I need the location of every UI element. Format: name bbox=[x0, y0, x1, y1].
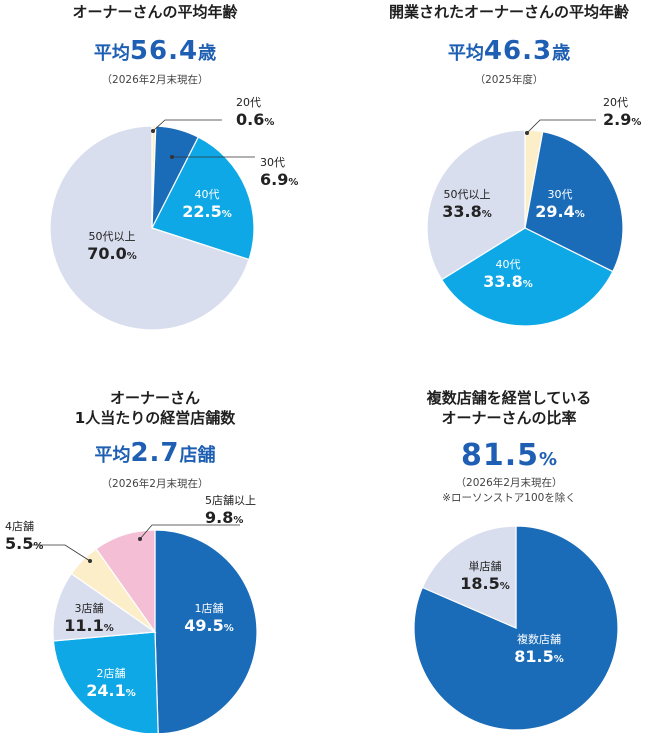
headline-suffix: 歳 bbox=[552, 43, 571, 64]
slice-value: 49.5% bbox=[184, 616, 234, 635]
headline-prefix: 平均 bbox=[93, 43, 130, 64]
slice-label: 40代 bbox=[195, 188, 220, 201]
headline-prefix: 平均 bbox=[94, 445, 131, 466]
chart-note: （2025年度） bbox=[474, 74, 544, 86]
chart-headline: 平均2.7店舗 bbox=[0, 438, 310, 468]
slice-label: 2店舗 bbox=[97, 666, 126, 680]
slice-label: 40代 bbox=[496, 258, 521, 271]
slice-label: 30代 bbox=[260, 156, 285, 169]
pie-slice bbox=[95, 529, 156, 634]
pie-slice bbox=[421, 525, 517, 629]
slice-value: 0.6% bbox=[236, 110, 274, 129]
leader-line bbox=[139, 524, 240, 540]
leader-line bbox=[526, 119, 596, 134]
pie-slice bbox=[524, 130, 624, 273]
slice-value: 18.5% bbox=[460, 574, 510, 593]
slice-label: 4店舗 bbox=[5, 519, 34, 533]
leader-line bbox=[152, 119, 222, 132]
leader-dot bbox=[138, 537, 142, 541]
chart-note: （2026年2月末現在） bbox=[101, 74, 209, 86]
pie-slice bbox=[413, 525, 619, 731]
pie-slice bbox=[154, 529, 258, 733]
pie-slice bbox=[49, 125, 250, 331]
chart-title: 開業されたオーナーさんの平均年齢 bbox=[388, 3, 629, 21]
slice-label: 30代 bbox=[548, 188, 573, 201]
chart-note: （2026年2月末現在） bbox=[101, 478, 209, 490]
slice-value: 6.9% bbox=[260, 170, 298, 189]
slice-value: 24.1% bbox=[86, 681, 136, 700]
headline-value: 81.5 bbox=[460, 438, 539, 473]
chart-panel-new-owner-age: 開業されたオーナーさんの平均年齢 平均46.3歳 （2025年度） bbox=[354, 0, 664, 360]
leader-dot bbox=[88, 559, 92, 563]
chart-headline: 平均56.4歳 bbox=[0, 36, 310, 66]
slice-value: 22.5% bbox=[182, 202, 232, 221]
slice-label: 1店舗 bbox=[195, 601, 224, 615]
headline-value: 56.4 bbox=[129, 36, 199, 66]
slice-value: 81.5% bbox=[514, 647, 564, 666]
headline-prefix: 平均 bbox=[447, 43, 484, 64]
slice-label: 5店舗以上 bbox=[205, 493, 256, 507]
slice-value: 29.4% bbox=[535, 202, 585, 221]
leader-dot bbox=[525, 131, 529, 135]
chart-panel-stores-per-owner: オーナーさん 1人当たりの経営店舗数 平均2.7店舗 （2026年2月末現在） bbox=[0, 368, 310, 733]
chart-title: オーナーさんの平均年齢 bbox=[72, 3, 238, 21]
headline-suffix: 歳 bbox=[198, 43, 217, 64]
slice-label: 複数店舗 bbox=[517, 632, 561, 646]
headline-value: 2.7 bbox=[130, 438, 180, 468]
slice-value: 5.5% bbox=[5, 534, 43, 553]
leader-line bbox=[30, 544, 91, 562]
chart-panel-owner-age: オーナーさんの平均年齢 平均56.4歳 （2026年2月末現在） bbox=[0, 0, 310, 360]
chart-panel-multi-store-ratio: 複数店舗を経営している オーナーさんの比率 81.5% （2026年2月末現在）… bbox=[354, 368, 664, 733]
pie-slice bbox=[151, 136, 255, 261]
pie-slice bbox=[52, 572, 157, 642]
slice-label: 50代以上 bbox=[444, 188, 491, 201]
leader-dot bbox=[170, 155, 174, 159]
pie-slice bbox=[52, 631, 159, 733]
slice-label: 20代 bbox=[236, 96, 261, 109]
headline-value: 46.3 bbox=[483, 36, 553, 66]
slice-label: 単店舗 bbox=[469, 559, 502, 573]
chart-title: 複数店舗を経営している オーナーさんの比率 bbox=[426, 389, 592, 427]
slice-value: 9.8% bbox=[205, 508, 243, 527]
headline-suffix: 店舗 bbox=[179, 445, 216, 466]
slice-value: 70.0% bbox=[87, 244, 137, 263]
slice-value: 11.1% bbox=[64, 616, 114, 635]
slice-label: 20代 bbox=[603, 96, 628, 109]
pie-slice bbox=[440, 227, 614, 327]
slice-label: 3店舗 bbox=[75, 601, 104, 615]
slice-label: 50代以上 bbox=[89, 230, 136, 243]
chart-note: （2026年2月末現在） ※ローソンストア100を除く bbox=[442, 477, 576, 504]
slice-value: 33.8% bbox=[442, 202, 492, 221]
chart-headline: 81.5% bbox=[354, 438, 664, 473]
leader-dot bbox=[151, 129, 155, 133]
headline-suffix: % bbox=[538, 449, 558, 470]
chart-title: オーナーさん 1人当たりの経営店舗数 bbox=[74, 389, 236, 427]
pie-slice bbox=[426, 129, 526, 281]
chart-headline: 平均46.3歳 bbox=[354, 36, 664, 66]
slice-value: 33.8% bbox=[483, 272, 533, 291]
slice-value: 2.9% bbox=[603, 110, 641, 129]
